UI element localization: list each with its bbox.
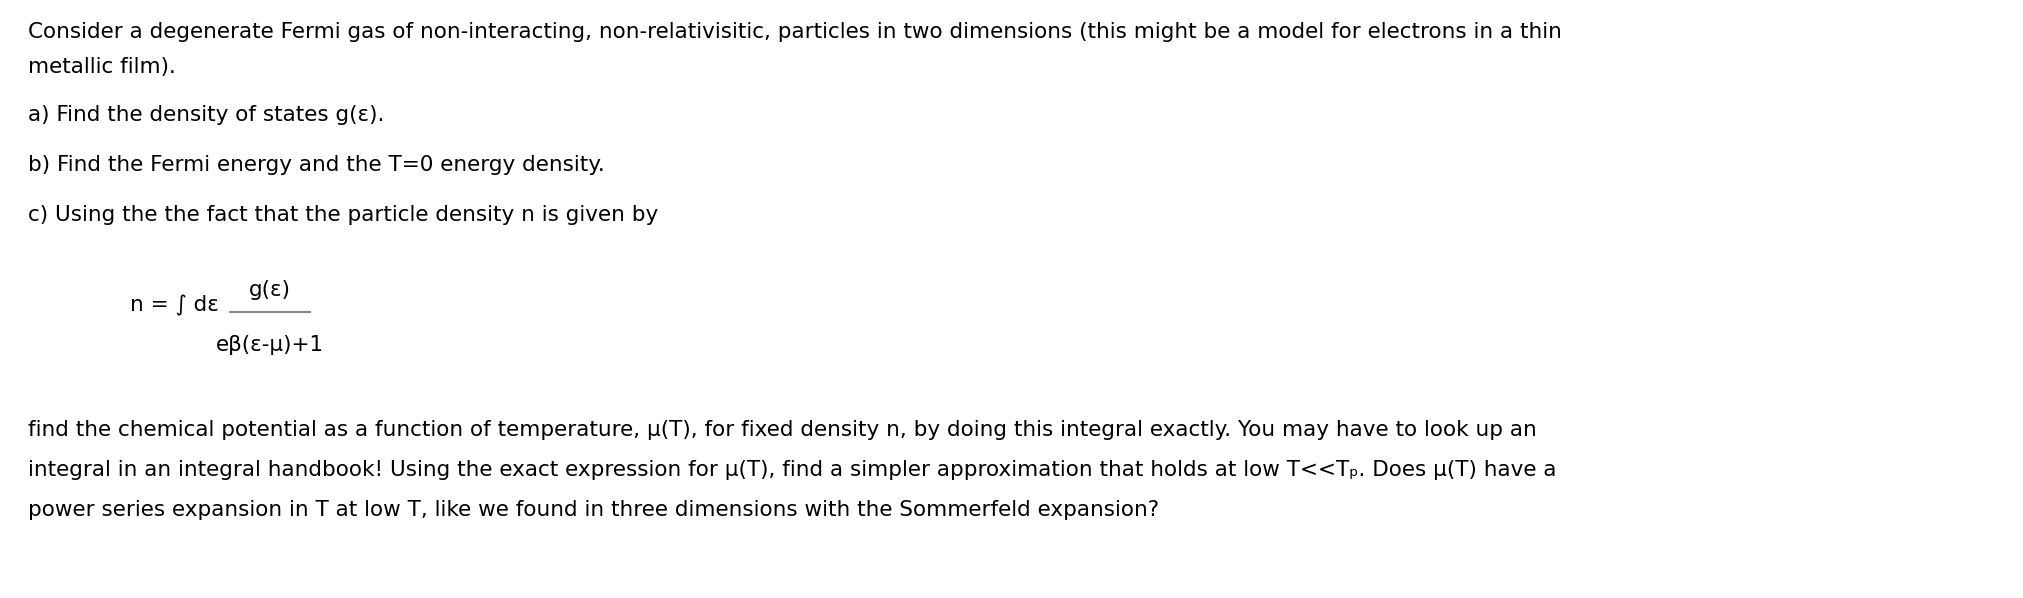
- Text: metallic film).: metallic film).: [28, 57, 176, 77]
- Text: Consider a degenerate Fermi gas of non-interacting, non-relativisitic, particles: Consider a degenerate Fermi gas of non-i…: [28, 22, 1562, 42]
- Text: eβ(ε-μ)+1: eβ(ε-μ)+1: [216, 335, 324, 355]
- Text: a) Find the density of states g(ε).: a) Find the density of states g(ε).: [28, 105, 384, 125]
- Text: find the chemical potential as a function of temperature, μ(T), for fixed densit: find the chemical potential as a functio…: [28, 420, 1535, 440]
- Text: n = ∫ dε: n = ∫ dε: [129, 294, 218, 316]
- Text: power series expansion in T at low T, like we found in three dimensions with the: power series expansion in T at low T, li…: [28, 500, 1159, 520]
- Text: c) Using the the fact that the particle density n is given by: c) Using the the fact that the particle …: [28, 205, 657, 225]
- Text: b) Find the Fermi energy and the T=0 energy density.: b) Find the Fermi energy and the T=0 ene…: [28, 155, 605, 175]
- Text: integral in an integral handbook! Using the exact expression for μ(T), find a si: integral in an integral handbook! Using …: [28, 460, 1556, 480]
- Text: g(ε): g(ε): [249, 280, 291, 300]
